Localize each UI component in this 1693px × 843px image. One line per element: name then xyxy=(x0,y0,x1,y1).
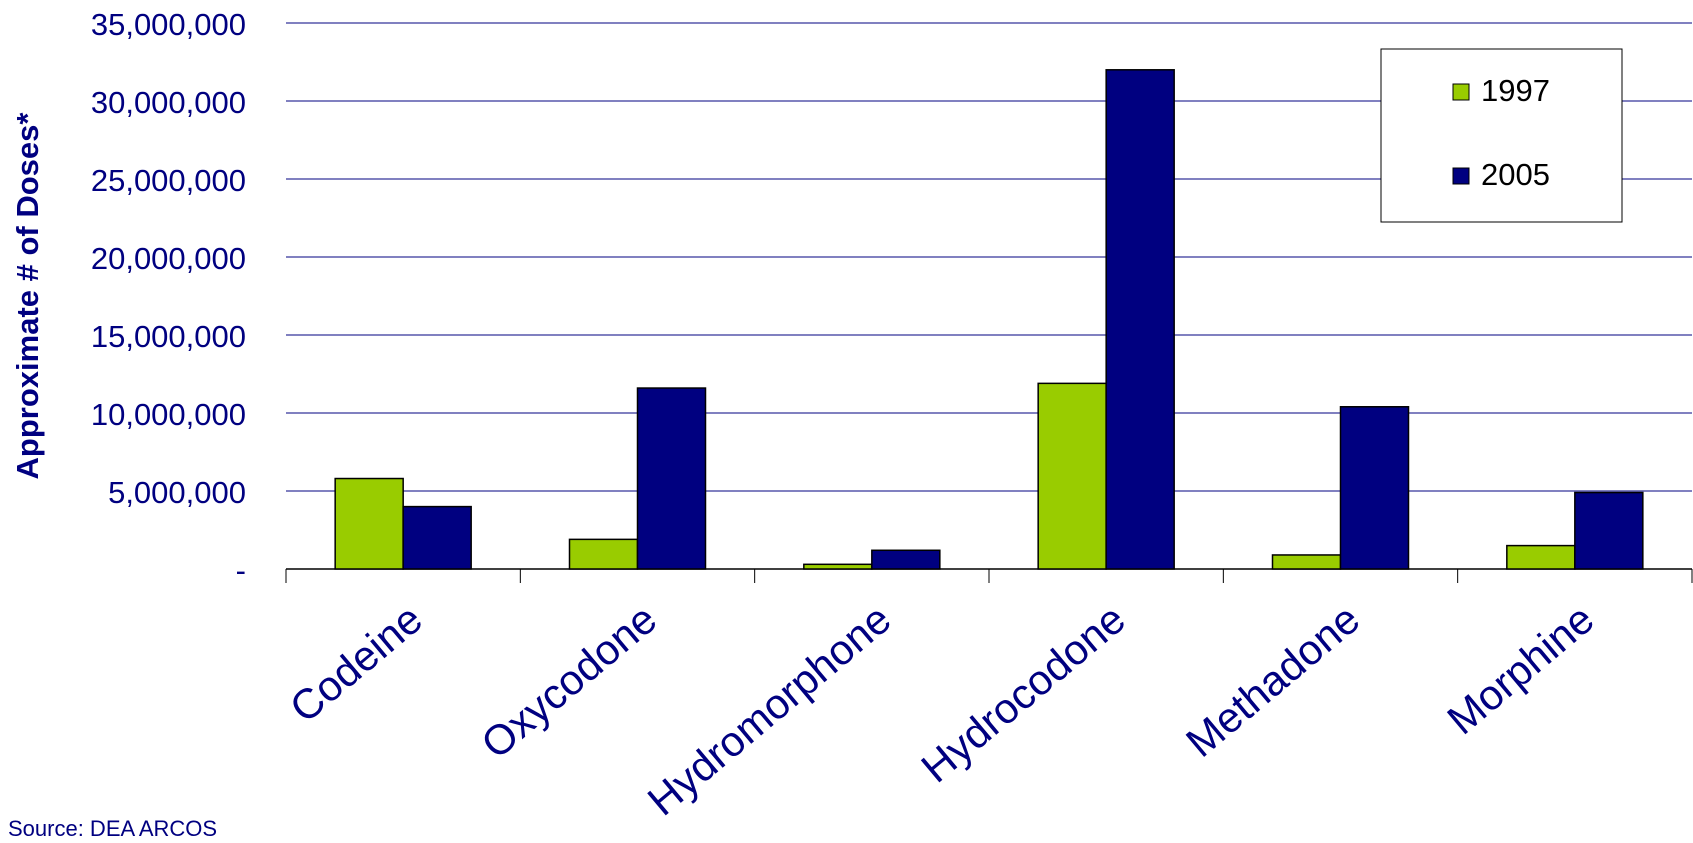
y-tick-label: 10,000,000 xyxy=(91,397,246,432)
bar-1997-hydrocodone xyxy=(1037,382,1107,570)
y-tick-label: 30,000,000 xyxy=(91,85,246,120)
legend-label: 1997 xyxy=(1481,73,1550,108)
bar-2005-morphine xyxy=(1574,491,1644,570)
bar-1997-morphine xyxy=(1506,544,1576,570)
x-tick-label: Hydromorphone xyxy=(639,595,900,825)
bar-1997-hydromorphone xyxy=(803,563,873,570)
y-tick-label: 25,000,000 xyxy=(91,163,246,198)
x-tick-label: Hydrocodone xyxy=(912,595,1134,792)
legend-label: 2005 xyxy=(1481,157,1550,192)
bar-2005-methadone xyxy=(1339,406,1410,570)
x-tick-label: Morphine xyxy=(1438,595,1602,744)
y-tick-label: 5,000,000 xyxy=(108,475,246,510)
y-tick-label: 35,000,000 xyxy=(91,7,246,42)
bar-2005-codeine xyxy=(402,505,472,570)
legend-swatch xyxy=(1452,167,1470,185)
bar-2005-oxycodone xyxy=(636,387,707,570)
x-tick-label: Methadone xyxy=(1177,595,1368,766)
x-tick-label: Codeine xyxy=(281,595,431,732)
source-note: Source: DEA ARCOS xyxy=(8,816,218,841)
bar-2005-hydromorphone xyxy=(871,549,941,570)
bar-1997-oxycodone xyxy=(568,538,639,570)
y-tick-label: 15,000,000 xyxy=(91,319,246,354)
legend-box xyxy=(1380,48,1623,223)
x-tick-label: Oxycodone xyxy=(472,595,665,768)
legend-swatch xyxy=(1452,83,1470,101)
bar-1997-codeine xyxy=(334,477,404,570)
y-tick-label: 20,000,000 xyxy=(91,241,246,276)
y-tick-label: - xyxy=(236,553,246,588)
legend: 1997 2005 xyxy=(1380,48,1623,223)
bar-2005-hydrocodone xyxy=(1105,69,1175,570)
bar-1997-methadone xyxy=(1271,554,1342,570)
y-axis-title: Approximate # of Doses* xyxy=(10,112,45,480)
